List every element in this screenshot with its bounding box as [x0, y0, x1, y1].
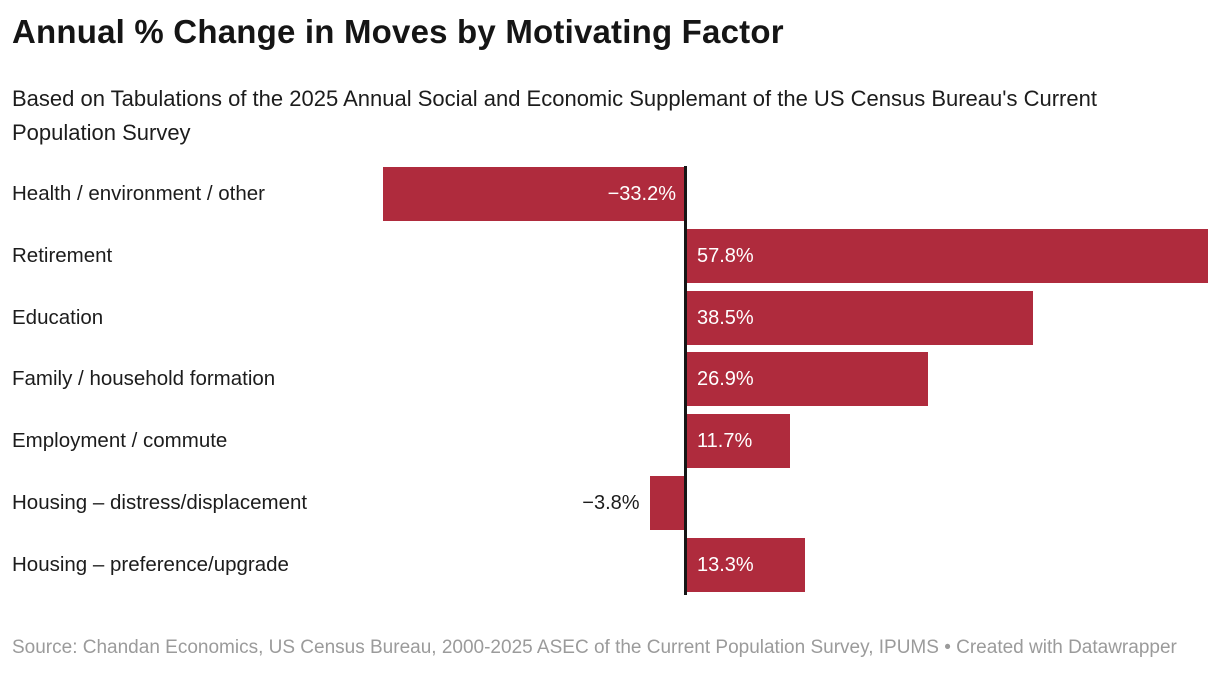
bar	[649, 476, 684, 530]
category-label: Education	[12, 305, 104, 329]
value-label: 11.7%	[697, 430, 753, 453]
bar-row: Health / environment / other −33.2%	[0, 167, 1220, 221]
category-label: Housing – preference/upgrade	[12, 552, 289, 576]
bar	[382, 167, 684, 221]
value-label: 13.3%	[697, 553, 754, 576]
chart-title: Annual % Change in Moves by Motivating F…	[12, 13, 784, 50]
value-label: −3.8%	[582, 492, 640, 514]
bar-row: Family / household formation 26.9%	[0, 352, 1220, 407]
category-label: Housing – distress/displacement	[12, 491, 308, 514]
bar	[684, 414, 791, 469]
bar-row: Retirement 57.8%	[0, 228, 1220, 283]
category-label: Health / environment / other	[12, 182, 265, 205]
value-label: 38.5%	[697, 306, 754, 329]
value-label: 26.9%	[697, 368, 754, 391]
bar	[684, 537, 805, 592]
value-label: −33.2%	[607, 183, 676, 205]
bar-row: Employment / commute 11.7%	[0, 414, 1220, 469]
chart-subtitle: Based on Tabulations of the 2025 Annual …	[12, 86, 1097, 145]
zero-axis-line	[684, 166, 687, 595]
source-note: Source: Chandan Economics, US Census Bur…	[12, 637, 1177, 658]
bar-row: Housing – distress/displacement −3.8%	[0, 476, 1220, 530]
bar	[684, 352, 928, 407]
value-label: 57.8%	[697, 244, 754, 267]
bar-row: Housing – preference/upgrade 13.3%	[0, 537, 1220, 592]
bar-chart: Health / environment / other −33.2% Retire…	[0, 166, 1220, 597]
category-label: Retirement	[12, 243, 113, 267]
bar	[684, 290, 1034, 345]
bar-row: Education 38.5%	[0, 290, 1220, 345]
category-label: Employment / commute	[12, 429, 228, 453]
bar	[684, 228, 1209, 283]
category-label: Family / household formation	[12, 367, 276, 391]
